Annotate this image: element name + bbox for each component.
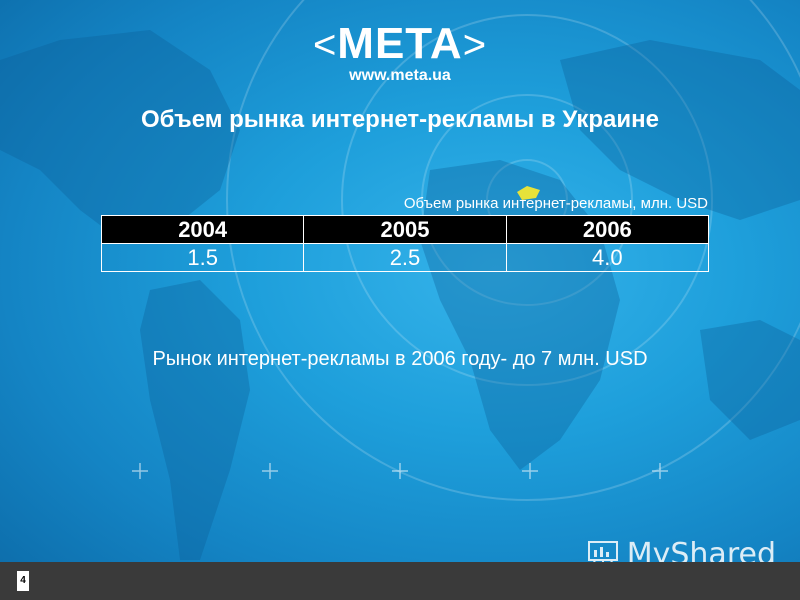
logo-right-chevron: > [462,23,488,67]
value-2005: 2.5 [303,243,507,272]
value-2004: 1.5 [100,243,305,272]
header-2006: 2006 [505,215,710,244]
footer-bar: 4 [0,562,800,600]
meta-logo[interactable]: <META> www.meta.ua [300,20,500,90]
logo-word: <META> [312,19,488,68]
market-forecast-note: Рынок интернет-рекламы в 2006 году- до 7… [152,348,648,370]
logo-url: www.meta.ua [349,67,451,84]
table-row: 1.5 2.5 4.0 [100,243,710,272]
value-2006: 4.0 [505,243,710,272]
page-number: 4 [17,571,29,591]
market-volume-table: 2004 2005 2006 1.5 2.5 4.0 [100,215,710,272]
table-caption: Объем рынка интернет-рекламы, млн. USD [403,195,708,212]
logo-left-chevron: < [312,23,338,67]
slide-title: Объем рынка интернет-рекламы в Украине [141,106,659,133]
table-header-row: 2004 2005 2006 [100,215,710,244]
header-2005: 2005 [303,215,507,244]
ukraine-marker [517,186,540,200]
header-2004: 2004 [100,215,305,244]
